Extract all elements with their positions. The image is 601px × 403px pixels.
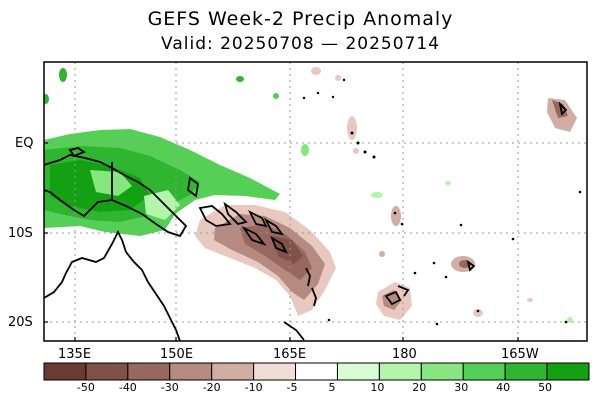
colorbar-swatch [211,362,255,381]
y-tick-label: 20S [8,315,33,330]
colorbar-swatch [43,362,87,381]
x-tick-label: 135E [58,347,92,362]
x-tick-label: 150E [160,347,194,362]
colorbar-label: 10 [370,381,385,394]
colorbar-swatch [462,362,506,381]
colorbar-label: -50 [76,381,95,394]
colorbar-swatch [85,362,129,381]
x-tick-label: 180 [392,347,417,362]
colorbar-swatch [546,362,590,381]
y-tick-label: EQ [15,136,34,151]
small-islands [302,78,582,326]
anomaly-shading [44,67,577,323]
colorbar-swatch [253,362,297,381]
colorbar-label: -30 [160,381,179,394]
tick-marks [44,142,519,341]
y-tick-label: 10S [8,226,33,241]
colorbar-swatch [420,362,464,381]
coastlines [44,101,568,341]
grid-lines [44,62,587,341]
colorbar-label: 30 [454,381,469,394]
colorbar-label: -10 [244,381,263,394]
colorbar-swatch [504,362,548,381]
map-subtitle: Valid: 20250708 — 20250714 [161,34,440,54]
colorbar-label: -5 [286,381,298,394]
colorbar-label: -40 [118,381,137,394]
colorbar-swatch [295,362,338,381]
plot-frame [43,61,588,342]
x-tick-label: 165E [273,347,307,362]
x-tick-label: 165W [501,347,539,362]
colorbar-label: 20 [412,381,427,394]
colorbar [43,362,590,381]
colorbar-swatch [378,362,422,381]
colorbar-swatch [336,362,380,381]
colorbar-swatch [127,362,171,381]
colorbar-swatch [169,362,213,381]
colorbar-label: 5 [328,381,336,394]
colorbar-label: -20 [202,381,221,394]
map-title: GEFS Week-2 Precip Anomaly [147,8,454,30]
colorbar-label: 40 [496,381,511,394]
colorbar-label: 50 [538,381,553,394]
